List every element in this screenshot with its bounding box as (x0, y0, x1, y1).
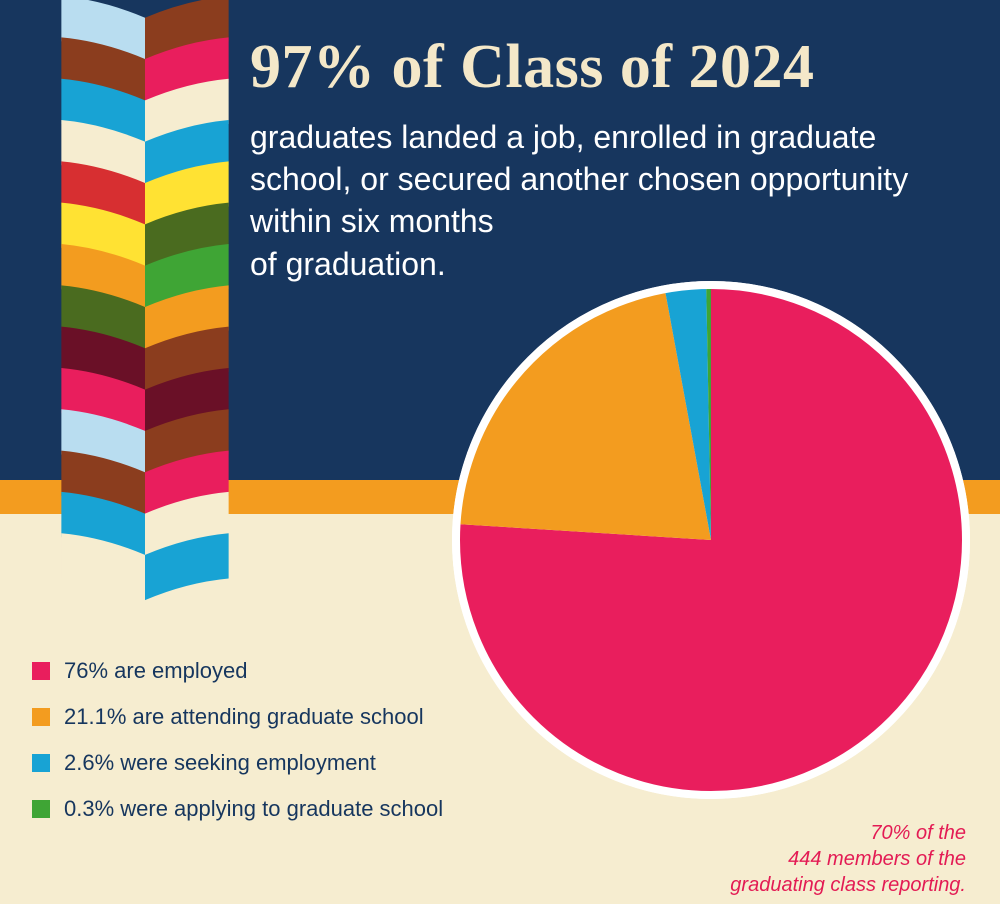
headline-block: 97% of Class of 2024 graduates landed a … (250, 36, 970, 285)
pie-chart (446, 275, 976, 805)
legend-item: 21.1% are attending graduate school (32, 704, 462, 730)
legend-label: 76% are employed (64, 658, 247, 684)
subheadline-text: graduates landed a job, enrolled in grad… (250, 116, 970, 285)
legend-swatch (32, 800, 50, 818)
legend-item: 76% are employed (32, 658, 462, 684)
legend-label: 21.1% are attending graduate school (64, 704, 424, 730)
legend-swatch (32, 662, 50, 680)
legend-label: 2.6% were seeking employment (64, 750, 376, 776)
legend: 76% are employed 21.1% are attending grad… (32, 658, 462, 842)
legend-item: 0.3% were applying to graduate school (32, 796, 462, 822)
footnote-text: 70% of the444 members of thegraduating c… (616, 820, 966, 898)
legend-swatch (32, 754, 50, 772)
legend-label: 0.3% were applying to graduate school (64, 796, 443, 822)
feather-graphic (60, 0, 230, 610)
legend-item: 2.6% were seeking employment (32, 750, 462, 776)
legend-swatch (32, 708, 50, 726)
headline-text: 97% of Class of 2024 (250, 36, 970, 98)
